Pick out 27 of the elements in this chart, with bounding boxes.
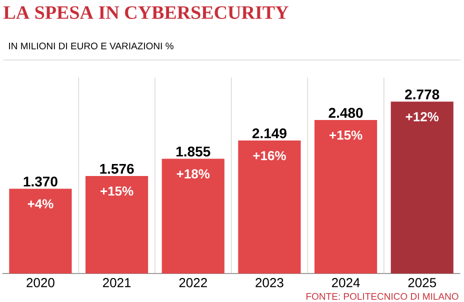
data-label: 1.576 <box>100 164 134 174</box>
data-label: 1.370 <box>24 176 58 187</box>
chart-title: LA SPESA IN CYBERSECURITY <box>4 6 288 19</box>
bar <box>314 120 378 274</box>
x-tick-label: 2022 <box>179 278 207 288</box>
annotation: +16% <box>253 151 286 160</box>
bar <box>9 188 72 274</box>
data-label: 1.855 <box>176 146 210 157</box>
annotation: +18% <box>176 169 210 178</box>
annotation: +15% <box>330 130 362 140</box>
data-label: 2.480 <box>328 108 363 118</box>
x-tick-label: 2021 <box>102 278 131 288</box>
data-label: 2.149 <box>252 128 286 138</box>
bar <box>238 140 301 274</box>
bar <box>85 176 148 274</box>
data-label: 2.778 <box>405 89 440 100</box>
x-tick-label: 2025 <box>408 278 436 288</box>
annotation: +4% <box>28 199 54 208</box>
bar <box>162 158 224 274</box>
annotation: +15% <box>100 186 134 196</box>
x-tick-label: 2024 <box>332 278 360 288</box>
source-note: FONTE: POLITECNICO DI MILANO <box>306 293 458 300</box>
annotation: +12% <box>406 112 439 122</box>
x-tick-label: 2020 <box>26 278 54 288</box>
chart-subtitle: IN MILIONI DI EURO E VARIAZIONI % <box>9 42 174 50</box>
bar <box>390 102 454 274</box>
x-tick-label: 2023 <box>256 278 284 288</box>
